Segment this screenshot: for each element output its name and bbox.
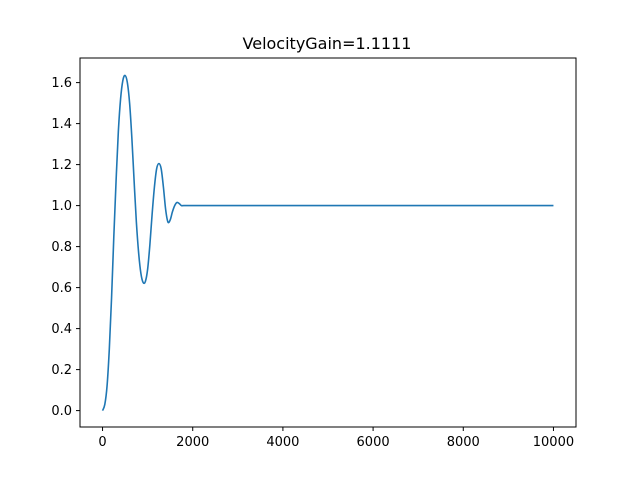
y-tick-label: 1.4 [51, 117, 72, 132]
y-tick-label: 0.4 [51, 322, 72, 337]
y-tick-label: 1.0 [51, 199, 72, 214]
chart-title: VelocityGain=1.1111 [243, 34, 412, 53]
series-line [101, 74, 554, 411]
y-tick-label: 0.0 [51, 404, 72, 419]
y-tick-label: 1.2 [51, 158, 72, 173]
y-tick-label: 0.2 [51, 363, 72, 378]
axes-frame [79, 57, 577, 428]
y-tick-label: 0.8 [51, 240, 72, 255]
y-tick-label: 0.6 [51, 281, 72, 296]
y-tick-label: 1.6 [51, 76, 72, 91]
x-axis: 0 2000 4000 6000 8000 10000 [98, 427, 574, 450]
x-tick-label: 2000 [176, 435, 209, 450]
x-tick-label: 8000 [447, 435, 480, 450]
x-tick-label: 6000 [357, 435, 390, 450]
plot-area [101, 74, 554, 411]
y-axis: 0.0 0.2 0.4 0.6 0.8 1.0 1.2 1.4 1.6 [51, 76, 80, 419]
x-tick-label: 0 [98, 435, 106, 450]
x-tick-label: 10000 [533, 435, 574, 450]
x-tick-label: 4000 [266, 435, 299, 450]
